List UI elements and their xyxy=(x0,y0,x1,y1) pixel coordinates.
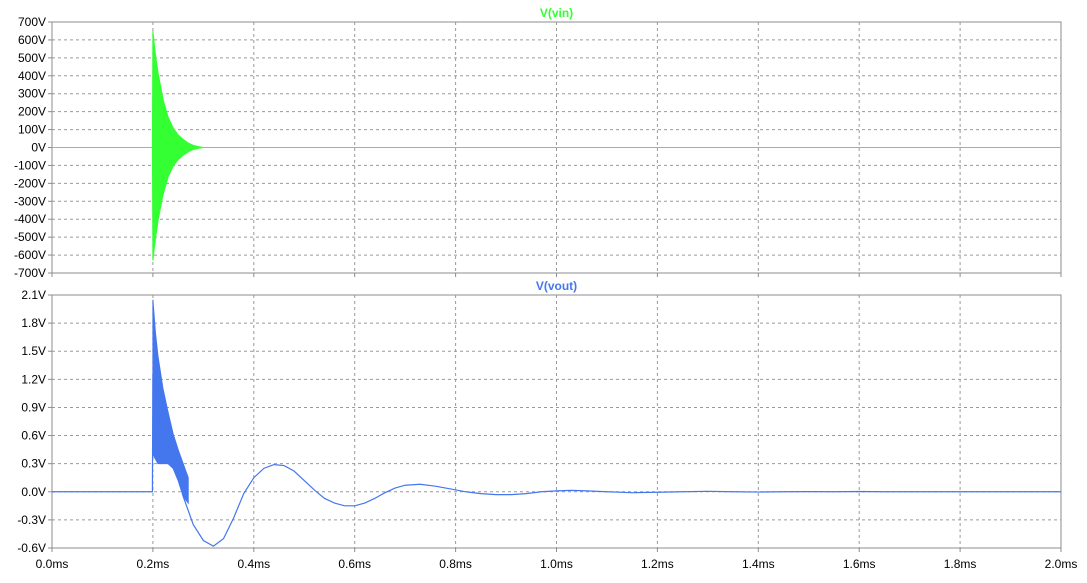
y-tick-label: -400V xyxy=(14,212,46,226)
vin-trace-title[interactable]: V(vin) xyxy=(540,6,573,20)
y-tick-label: 100V xyxy=(18,123,46,137)
vout-trace-title[interactable]: V(vout) xyxy=(536,279,577,293)
vin-burst-envelope xyxy=(52,30,1061,261)
y-tick-label: -200V xyxy=(14,176,46,190)
y-tick-label: 0V xyxy=(31,141,46,155)
y-tick-label: -500V xyxy=(14,230,46,244)
vout-oscillation-envelope xyxy=(152,299,189,505)
y-tick-label: 300V xyxy=(18,87,46,101)
vin-pane: 700V 600V 500V 400V 300V 200V 100V 0V -100V -200V… xyxy=(14,6,1062,280)
y-tick-label: 0.9V xyxy=(21,400,46,414)
x-tick-label: 0.0ms xyxy=(36,557,69,571)
y-tick-label: -700V xyxy=(14,266,46,280)
y-tick-label: -0.3V xyxy=(17,513,46,527)
vout-trace xyxy=(52,299,1061,547)
y-tick-label: 2.1V xyxy=(21,288,46,302)
x-tick-label: 0.2ms xyxy=(137,557,170,571)
vin-grid xyxy=(52,22,1061,273)
y-tick-label: -0.6V xyxy=(17,541,46,555)
y-tick-label: 200V xyxy=(18,105,46,119)
x-tick-label: 1.2ms xyxy=(641,557,674,571)
x-tick-label: 1.8ms xyxy=(944,557,977,571)
y-tick-label: 0.3V xyxy=(21,457,46,471)
y-tick-label: -300V xyxy=(14,194,46,208)
y-tick-label: 0.0V xyxy=(21,485,46,499)
y-tick-label: -600V xyxy=(14,248,46,262)
x-tick-label: 0.4ms xyxy=(237,557,270,571)
vout-pane: 2.1V 1.8V 1.5V 1.2V 0.9V 0.6V 0.3V 0.0V -0.3V -0.… xyxy=(17,279,1062,555)
y-tick-label: 1.5V xyxy=(21,344,46,358)
y-tick-label: -100V xyxy=(14,158,46,172)
x-tick-label: 1.0ms xyxy=(540,557,573,571)
y-tick-label: 500V xyxy=(18,51,46,65)
vout-grid xyxy=(52,295,1061,548)
x-tick-label: 0.6ms xyxy=(338,557,371,571)
time-axis-ticks: 0.0ms 0.2ms 0.4ms 0.6ms 0.8ms 1.0ms 1.2ms 1.4ms… xyxy=(36,273,1078,571)
vout-line xyxy=(52,374,1061,547)
vin-trace xyxy=(52,30,1061,261)
y-tick-label: 600V xyxy=(18,33,46,47)
vin-y-axis-ticks: 700V 600V 500V 400V 300V 200V 100V 0V -100V -200V… xyxy=(14,15,52,280)
x-tick-label: 1.4ms xyxy=(742,557,775,571)
y-tick-label: 1.8V xyxy=(21,316,46,330)
y-tick-label: 0.6V xyxy=(21,429,46,443)
y-tick-label: 1.2V xyxy=(21,372,46,386)
y-tick-label: 400V xyxy=(18,69,46,83)
y-tick-label: 700V xyxy=(18,15,46,29)
x-tick-label: 2.0ms xyxy=(1045,557,1078,571)
x-tick-label: 0.8ms xyxy=(439,557,472,571)
x-tick-label: 1.6ms xyxy=(843,557,876,571)
vout-y-axis-ticks: 2.1V 1.8V 1.5V 1.2V 0.9V 0.6V 0.3V 0.0V -0.3V -0.… xyxy=(17,288,52,555)
